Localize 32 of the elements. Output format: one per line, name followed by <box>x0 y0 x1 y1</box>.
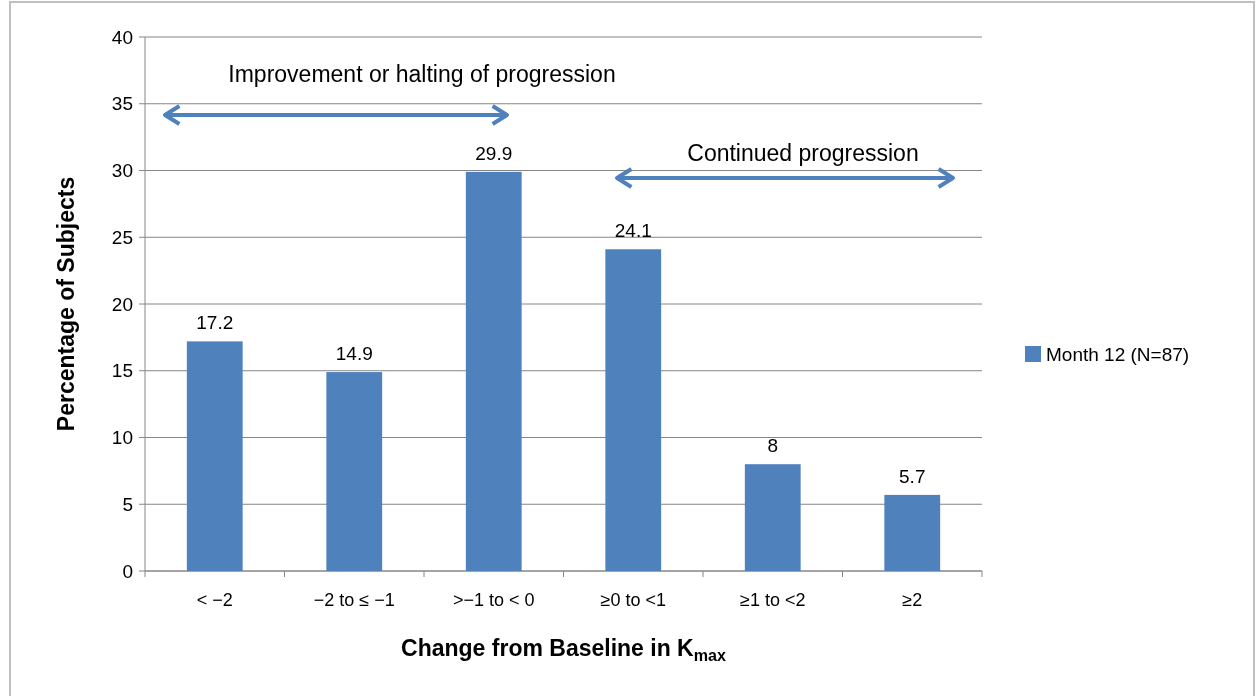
x-axis-title: Change from Baseline in K$_{max}$ <box>401 635 726 664</box>
data-label: 8 <box>767 435 779 457</box>
data-label: 24.1 <box>614 220 652 242</box>
annotation: Improvement or halting of progression <box>228 61 616 87</box>
y-tick-label: 10 <box>111 427 133 449</box>
bar <box>186 341 243 571</box>
y-tick-label: 0 <box>122 560 133 582</box>
y-tick-label: 25 <box>111 226 133 248</box>
x-tick-label: < −2 <box>196 590 233 610</box>
bar <box>744 464 801 571</box>
annotation: Continued progression <box>687 140 919 166</box>
x-tick-label: ≥2 <box>902 590 923 610</box>
y-axis-title: Percentage of Subjects <box>53 176 79 432</box>
legend-label: Month 12 (N=87) <box>1046 343 1190 365</box>
x-tick-label: ≥0 to <1 <box>600 590 666 610</box>
y-tick-label: 40 <box>111 26 133 48</box>
x-tick-label: −2 to ≤ −1 <box>313 590 395 610</box>
bar <box>465 171 522 571</box>
y-tick-label: 20 <box>111 293 133 315</box>
data-label: 5.7 <box>899 465 926 487</box>
x-tick-label: >−1 to < 0 <box>452 590 535 610</box>
data-label: 17.2 <box>196 312 234 334</box>
y-tick-label: 35 <box>111 93 133 115</box>
x-tick-label: ≥1 to <2 <box>740 590 806 610</box>
data-label: 14.9 <box>335 343 373 365</box>
bar <box>326 372 383 571</box>
y-tick-label: 30 <box>111 160 133 182</box>
bar <box>884 494 941 571</box>
data-label: 29.9 <box>475 142 513 164</box>
y-tick-label: 15 <box>111 360 133 382</box>
y-tick-label: 5 <box>122 493 133 515</box>
bar <box>605 249 662 571</box>
